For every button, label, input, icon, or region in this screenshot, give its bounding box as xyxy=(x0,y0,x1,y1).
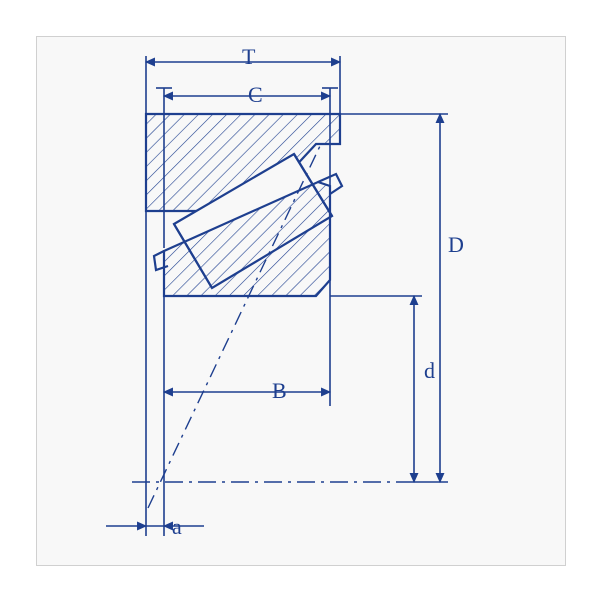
bearing-diagram-svg xyxy=(36,36,564,564)
label-C: C xyxy=(248,82,263,108)
label-a: a xyxy=(172,514,182,540)
label-D: D xyxy=(448,232,464,258)
label-B: B xyxy=(272,378,287,404)
diagram-container: T C B D d a xyxy=(0,0,600,600)
label-T: T xyxy=(242,44,255,70)
label-d: d xyxy=(424,358,435,384)
